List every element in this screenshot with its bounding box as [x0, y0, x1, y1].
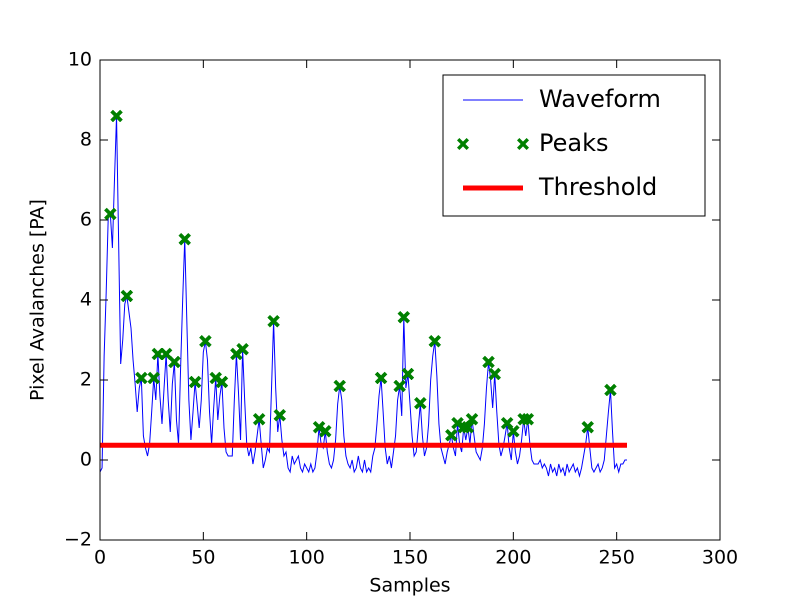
peak-marker	[397, 310, 411, 324]
peak-marker	[506, 424, 520, 438]
peak-marker	[134, 371, 148, 385]
peak-marker	[188, 375, 202, 389]
peak-marker	[333, 379, 347, 393]
y-tick-label: 4	[80, 289, 92, 311]
legend-marker	[457, 138, 469, 150]
peak-marker	[374, 371, 388, 385]
peak-marker	[465, 412, 479, 426]
peak-marker	[428, 334, 442, 348]
peak-marker	[215, 375, 229, 389]
peak-marker	[178, 232, 192, 246]
x-tick-label: 300	[702, 547, 738, 569]
y-tick-label: 0	[80, 449, 92, 471]
x-tick-label: 150	[392, 547, 428, 569]
peak-marker	[413, 396, 427, 410]
legend: Waveform Peaks Threshold	[442, 74, 706, 217]
y-tick-label: −2	[64, 529, 92, 551]
y-tick-label: 2	[80, 369, 92, 391]
peak-marker	[252, 412, 266, 426]
peak-marker	[110, 109, 123, 123]
peak-marker	[521, 412, 535, 426]
y-tick-label: 6	[80, 209, 92, 231]
peak-marker	[482, 355, 495, 369]
x-tick-label: 50	[191, 547, 215, 569]
peak-marker	[393, 379, 407, 393]
peak-marker	[147, 371, 161, 385]
peak-marker	[604, 383, 617, 397]
peak-marker	[168, 355, 181, 369]
peak-marker	[318, 424, 332, 438]
peak-marker	[267, 314, 280, 328]
x-tick-label: 100	[289, 547, 325, 569]
peak-marker	[273, 408, 287, 422]
x-tick-label: 250	[599, 547, 635, 569]
series-line	[100, 115, 627, 478]
legend-label: Waveform	[539, 85, 661, 113]
y-axis-label: Pixel Avalanches [PA]	[27, 199, 49, 401]
legend-label: Peaks	[539, 129, 609, 157]
x-tick-label: 200	[495, 547, 531, 569]
peak-marker	[488, 367, 502, 381]
peak-marker	[103, 207, 117, 221]
y-tick-label: 8	[80, 129, 92, 151]
peak-marker	[401, 367, 415, 381]
legend-marker	[517, 138, 529, 150]
x-axis-label: Samples	[369, 575, 450, 597]
peak-marker	[236, 342, 249, 356]
peak-marker	[199, 334, 212, 348]
peak-marker	[581, 420, 595, 434]
plot-area	[100, 109, 627, 478]
peak-marker	[444, 428, 458, 442]
legend-box	[442, 74, 706, 217]
legend-label: Threshold	[538, 173, 657, 201]
x-tick-label: 0	[94, 547, 106, 569]
peak-marker	[120, 289, 134, 303]
y-tick-label: 10	[68, 49, 92, 71]
